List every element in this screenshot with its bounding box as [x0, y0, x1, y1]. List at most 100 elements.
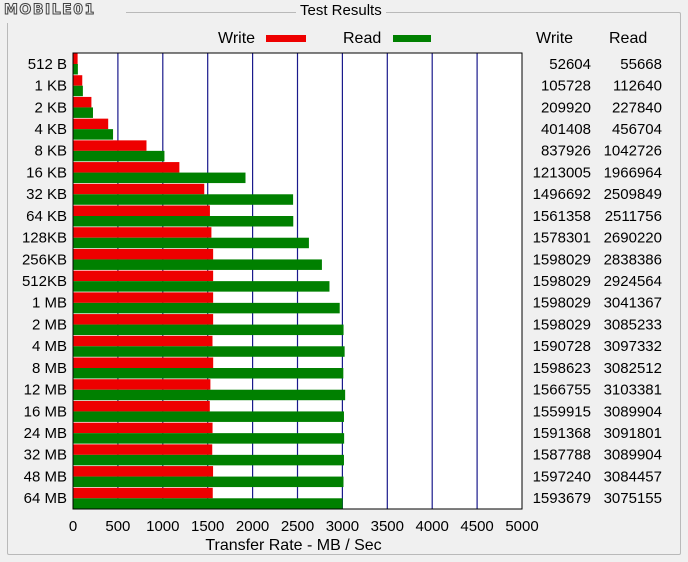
write-value-label: 1561358	[533, 208, 591, 225]
write-bar	[73, 118, 109, 130]
write-value-label: 1598029	[533, 273, 591, 290]
category-label: 512 B	[28, 56, 67, 73]
write-bar	[73, 400, 210, 412]
legend-write-label: Write	[218, 30, 256, 47]
write-value-label: 52604	[549, 56, 591, 73]
read-value-label: 3075155	[604, 490, 662, 507]
read-value-label: 1042726	[604, 143, 662, 160]
category-label: 4 MB	[32, 338, 67, 355]
read-bar	[73, 107, 93, 118]
category-label: 2 MB	[32, 316, 67, 333]
read-value-label: 3084457	[604, 468, 662, 485]
category-label: 8 MB	[32, 360, 67, 377]
read-value-label: 3041367	[604, 295, 662, 312]
x-tick-label: 3000	[326, 518, 359, 535]
read-bar	[73, 281, 330, 292]
write-bar	[73, 335, 213, 347]
category-label: 16 KB	[26, 164, 67, 181]
write-value-label: 1597240	[533, 468, 591, 485]
write-value-label: 209920	[541, 99, 591, 116]
read-bar	[73, 194, 294, 205]
write-bar	[73, 205, 210, 216]
category-label: 1 MB	[32, 295, 67, 312]
read-value-label: 2690220	[604, 230, 662, 247]
group-title: Test Results	[296, 2, 386, 20]
read-value-label: 227840	[612, 99, 662, 116]
read-bar	[73, 85, 83, 97]
category-label: 64 MB	[24, 490, 67, 507]
write-bar	[73, 292, 214, 303]
write-value-label: 1593679	[533, 490, 591, 507]
category-label: 64 KB	[26, 208, 67, 225]
x-tick-label: 0	[69, 518, 77, 535]
write-value-label: 1566755	[533, 382, 591, 399]
category-label: 8 KB	[34, 143, 67, 160]
write-bar	[73, 270, 214, 282]
read-value-label: 55668	[620, 56, 662, 73]
read-bar	[73, 259, 322, 270]
write-column-header: Write	[536, 30, 574, 47]
read-value-label: 3085233	[604, 316, 662, 333]
read-column-header: Read	[609, 30, 648, 47]
read-bar	[73, 64, 78, 75]
read-value-label: 3097332	[604, 338, 662, 355]
watermark-text: MOBILE01	[4, 2, 96, 19]
read-value-label: 2838386	[604, 251, 662, 268]
legend-read-swatch	[393, 35, 431, 42]
category-label: 32 KB	[26, 186, 67, 203]
write-bar	[73, 140, 147, 151]
read-value-label: 2924564	[604, 273, 662, 290]
read-value-label: 3089904	[604, 447, 662, 464]
legend-read-label: Read	[343, 30, 382, 47]
write-value-label: 1598029	[533, 295, 591, 312]
category-label: 128KB	[22, 230, 67, 247]
category-label: 12 MB	[24, 382, 67, 399]
read-bar	[73, 498, 343, 509]
x-tick-label: 1500	[191, 518, 224, 535]
category-label: 512KB	[22, 273, 67, 290]
read-bar	[73, 389, 346, 401]
read-value-label: 3091801	[604, 425, 662, 442]
x-tick-label: 500	[105, 518, 130, 535]
write-bar	[73, 379, 211, 390]
read-value-label: 112640	[613, 78, 662, 95]
read-bar	[73, 129, 114, 140]
write-bar	[73, 487, 213, 499]
write-value-label: 1598623	[533, 360, 591, 377]
write-value-label: 401408	[541, 121, 591, 138]
write-bar	[73, 96, 92, 108]
read-value-label: 2511756	[605, 208, 662, 225]
read-bar	[73, 237, 309, 249]
category-label: 1 KB	[34, 78, 67, 95]
read-bar	[73, 476, 344, 488]
x-tick-label: 3500	[371, 518, 404, 535]
write-bar	[73, 53, 78, 64]
write-bar	[73, 466, 214, 477]
category-label: 48 MB	[24, 468, 67, 485]
x-tick-label: 2000	[236, 518, 269, 535]
write-value-label: 1587788	[533, 447, 591, 464]
write-value-label: 1559915	[533, 403, 591, 420]
write-bar	[73, 314, 214, 325]
write-bar	[73, 75, 83, 86]
write-value-label: 1591368	[533, 425, 591, 442]
category-label: 4 KB	[34, 121, 67, 138]
x-tick-label: 5000	[505, 518, 538, 535]
write-bar	[73, 227, 212, 238]
x-axis-label: Transfer Rate - MB / Sec	[205, 537, 381, 554]
read-bar	[73, 368, 344, 379]
read-bar	[73, 172, 246, 184]
read-value-label: 3082512	[604, 360, 662, 377]
read-bar	[73, 216, 294, 227]
x-tick-label: 4000	[416, 518, 449, 535]
read-bar	[73, 150, 165, 162]
category-label: 24 MB	[24, 425, 67, 442]
x-tick-label: 1000	[146, 518, 179, 535]
read-bar	[73, 433, 345, 444]
read-value-label: 2509849	[604, 186, 662, 203]
read-value-label: 456704	[612, 121, 662, 138]
watermark-logo: MOBILE01	[2, 1, 126, 23]
read-bar	[73, 346, 345, 357]
read-value-label: 3103381	[604, 382, 662, 399]
write-bar	[73, 162, 180, 173]
